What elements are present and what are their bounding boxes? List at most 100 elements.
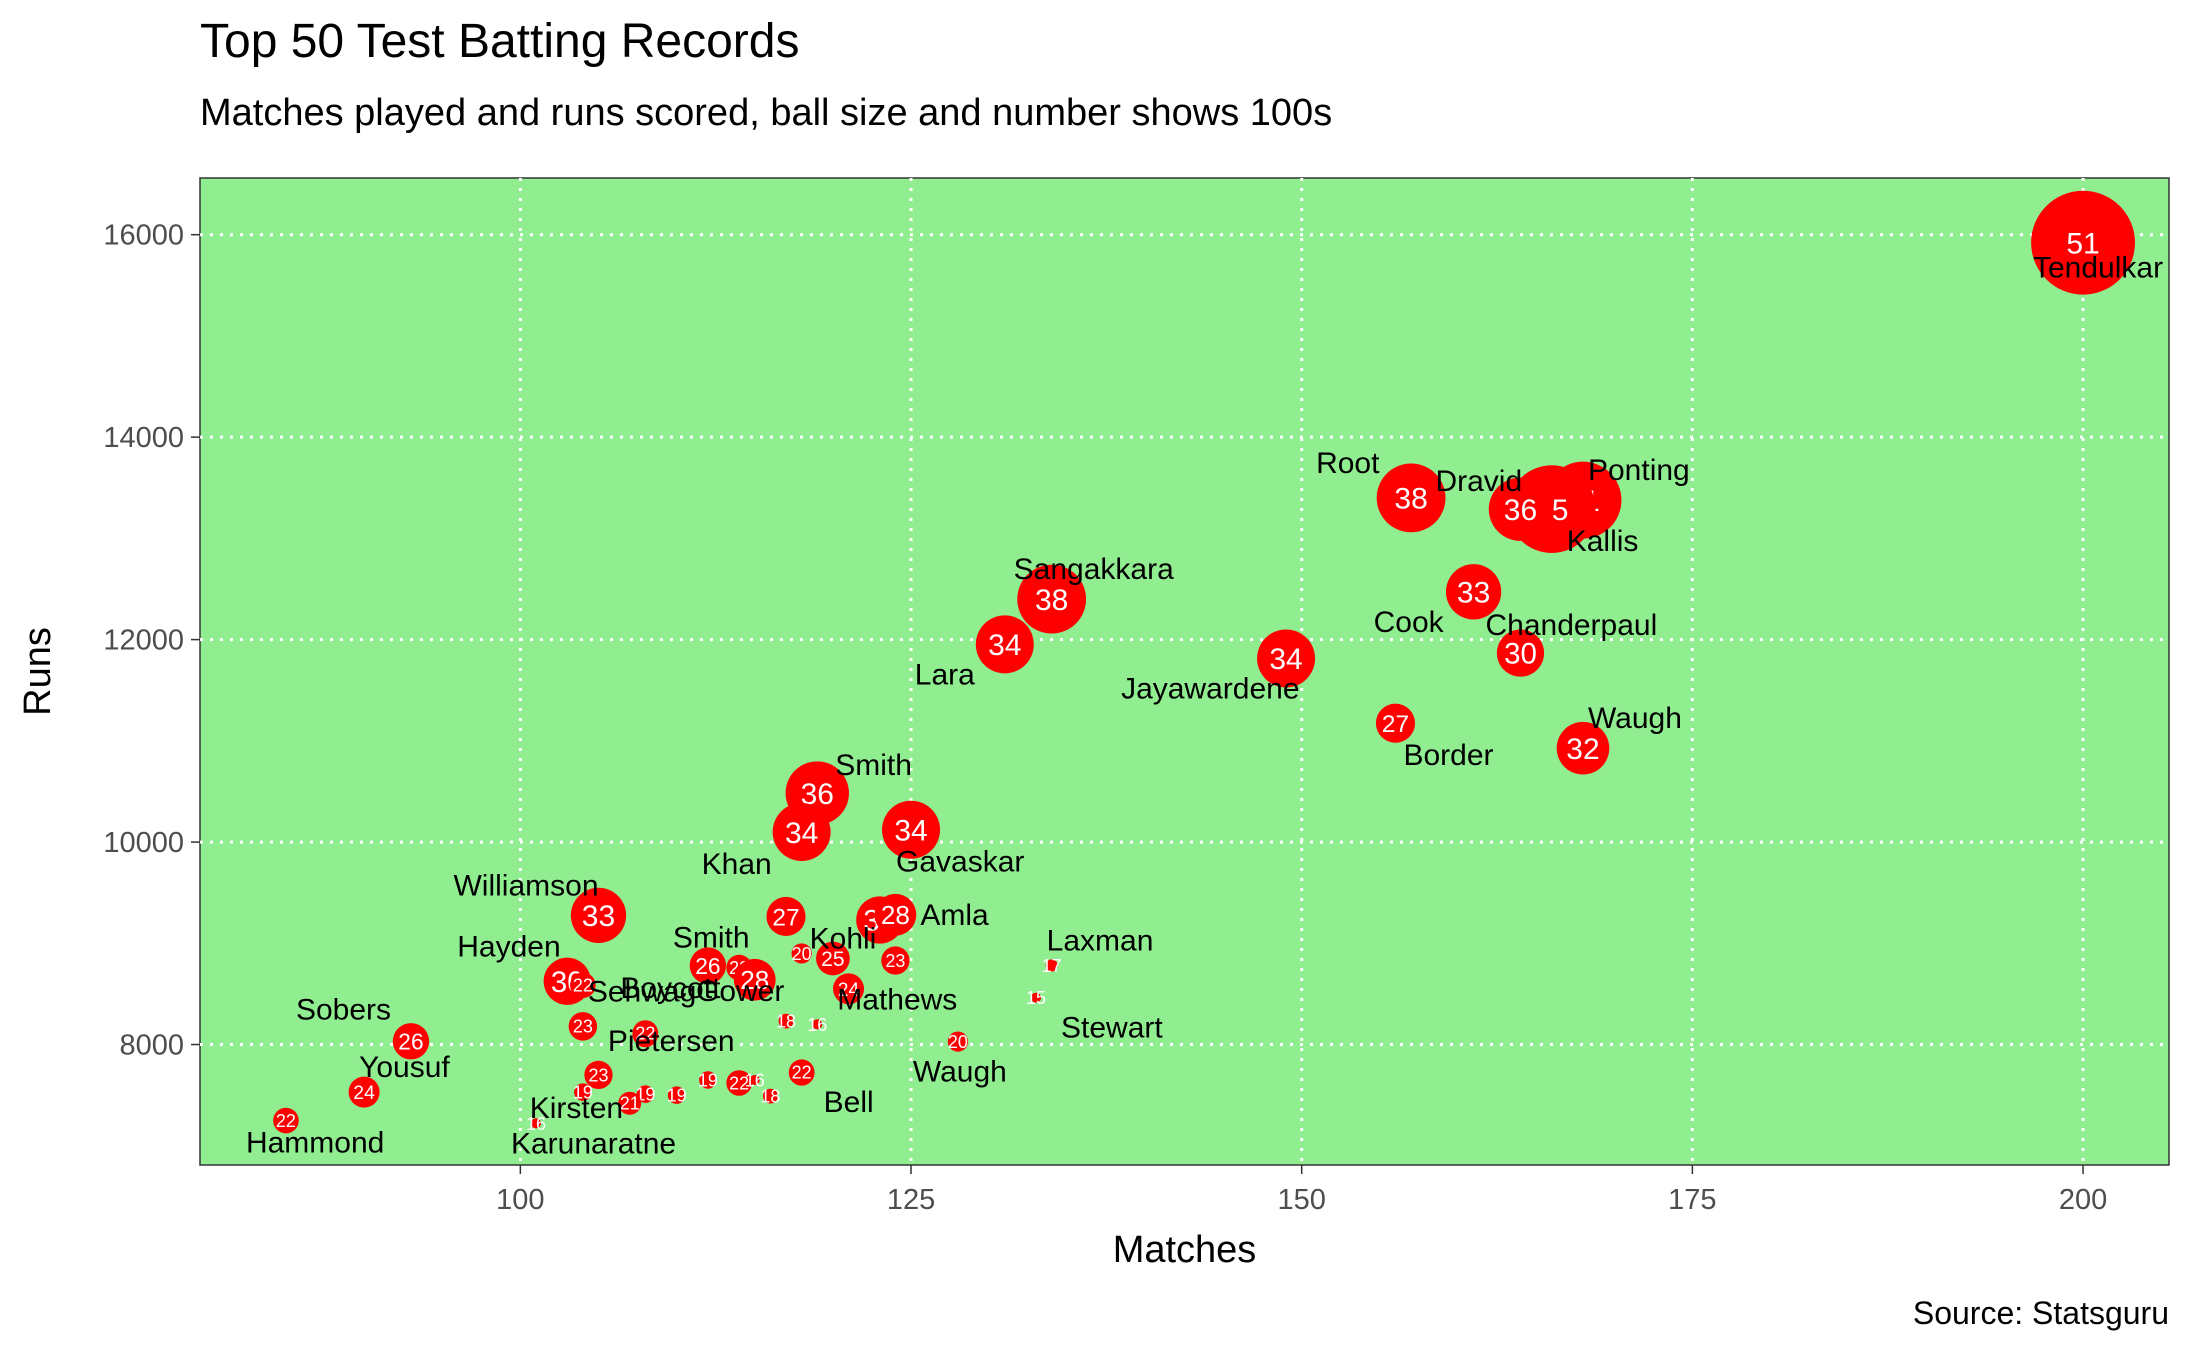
point-19 <box>791 943 812 964</box>
point-label-4: Root <box>1316 447 1380 480</box>
point-label-12: Smith <box>835 749 912 782</box>
point-label-30: Sehwag <box>588 976 696 1009</box>
point-label-37: Pietersen <box>608 1025 735 1058</box>
point-value-36: 22 <box>635 1023 655 1043</box>
point-38 <box>348 1076 380 1108</box>
chart-caption: Source: Statsguru <box>1912 1295 2169 1331</box>
point-value-3: 36 <box>1504 494 1537 527</box>
point-40 <box>699 1071 717 1089</box>
point-value-9: 34 <box>1269 643 1302 676</box>
point-39 <box>584 1060 613 1090</box>
point-51 <box>530 1118 541 1129</box>
y-tick-label-10000: 10000 <box>103 827 184 859</box>
point-label-1: Ponting <box>1588 454 1690 487</box>
point-value-50: 22 <box>276 1111 296 1131</box>
point-16 <box>766 896 806 937</box>
point-label-8: Chanderpaul <box>1485 609 1657 642</box>
point-value-42: 16 <box>745 1070 765 1090</box>
point-48 <box>667 1086 686 1104</box>
point-value-40: 19 <box>698 1070 718 1090</box>
point-11 <box>1556 721 1610 775</box>
point-37 <box>568 1012 598 1041</box>
point-label-38: Yousuf <box>359 1051 450 1084</box>
point-value-6: 38 <box>1035 584 1068 617</box>
point-24 <box>733 958 776 1001</box>
point-label-15: Williamson <box>453 869 598 902</box>
point-value-10: 27 <box>1382 711 1409 738</box>
data-points: 5141453638333834303427323634343327302820… <box>273 190 2136 1134</box>
point-label-44: Bell <box>824 1086 874 1119</box>
point-value-37: 23 <box>573 1017 593 1037</box>
point-label-25: Hayden <box>457 930 560 963</box>
point-7 <box>975 615 1034 674</box>
point-label-11: Waugh <box>1588 702 1682 735</box>
point-44 <box>788 1059 815 1085</box>
point-15 <box>570 887 627 944</box>
point-21 <box>881 946 910 975</box>
point-47 <box>636 1085 655 1103</box>
point-value-39: 23 <box>588 1065 608 1085</box>
point-label-10: Border <box>1403 739 1493 772</box>
point-label-35: Waugh <box>913 1056 1007 1089</box>
point-value-14: 34 <box>785 817 818 850</box>
x-tick-label-125: 125 <box>887 1184 935 1216</box>
point-value-27: 24 <box>838 979 860 1001</box>
point-label-6: Sangakkara <box>1014 553 1174 586</box>
point-label-29: Stewart <box>1061 1012 1163 1045</box>
point-9 <box>1257 629 1316 688</box>
point-label-14: Khan <box>702 848 772 881</box>
point-8 <box>1496 629 1545 677</box>
point-value-13: 34 <box>894 815 927 848</box>
point-50 <box>273 1107 299 1134</box>
point-32 <box>812 1019 823 1030</box>
x-tick-label-175: 175 <box>1668 1184 1716 1216</box>
point-value-20: 25 <box>821 948 844 971</box>
point-labels: Tendulkar Ponting Kallis Dravid Root Cook Sang… <box>246 252 2163 1161</box>
point-18 <box>874 893 917 936</box>
point-value-45: 18 <box>760 1087 780 1107</box>
point-value-41: 22 <box>729 1073 749 1093</box>
point-label-49: Kirsten <box>530 1092 623 1125</box>
point-0 <box>2031 190 2136 295</box>
y-tick-label-12000: 12000 <box>103 625 184 657</box>
point-value-19: 20 <box>792 944 812 964</box>
point-label-0: Tendulkar <box>2033 252 2163 285</box>
x-tick-label-150: 150 <box>1278 1184 1326 1216</box>
point-45 <box>762 1088 778 1104</box>
point-value-32: 16 <box>807 1015 827 1035</box>
point-27 <box>833 973 865 1005</box>
point-value-49: 21 <box>620 1094 640 1114</box>
x-tick-label-200: 200 <box>2059 1184 2107 1216</box>
point-28 <box>1045 959 1058 972</box>
y-tick-label-14000: 14000 <box>103 422 184 454</box>
chart-title: Top 50 Test Batting Records <box>200 15 800 68</box>
point-29 <box>1031 992 1042 1003</box>
point-label-13: Gavaskar <box>896 846 1024 879</box>
y-tick-label-16000: 16000 <box>103 220 184 252</box>
point-label-18: Amla <box>920 899 989 932</box>
point-value-11: 32 <box>1566 733 1599 766</box>
point-42 <box>749 1074 760 1085</box>
point-6 <box>1017 564 1087 634</box>
point-value-22: 26 <box>695 953 720 979</box>
point-value-31: 18 <box>776 1012 796 1032</box>
point-value-29: 15 <box>1026 988 1046 1008</box>
point-46 <box>574 1083 592 1101</box>
point-value-7: 34 <box>988 629 1021 662</box>
chart-subtitle: Matches played and runs scored, ball siz… <box>200 92 1333 134</box>
point-value-5: 33 <box>1457 577 1490 610</box>
point-label-32: Mathews <box>837 983 957 1016</box>
point-value-38: 24 <box>353 1082 375 1104</box>
point-value-33: 26 <box>398 1028 423 1054</box>
point-label-36: Boycott <box>620 972 721 1005</box>
point-value-18: 28 <box>881 900 910 930</box>
point-label-22: Smith <box>673 922 750 955</box>
point-49 <box>618 1091 642 1115</box>
point-value-16: 27 <box>772 904 799 931</box>
point-label-28: Laxman <box>1047 924 1154 957</box>
plot-panel <box>199 177 2170 1166</box>
x-axis-ticks: 100 125 150 175 200 <box>496 1165 2107 1216</box>
x-axis-title: Matches <box>1113 1229 1257 1271</box>
point-value-51: 16 <box>526 1114 546 1134</box>
point-label-2: Kallis <box>1567 525 1639 558</box>
